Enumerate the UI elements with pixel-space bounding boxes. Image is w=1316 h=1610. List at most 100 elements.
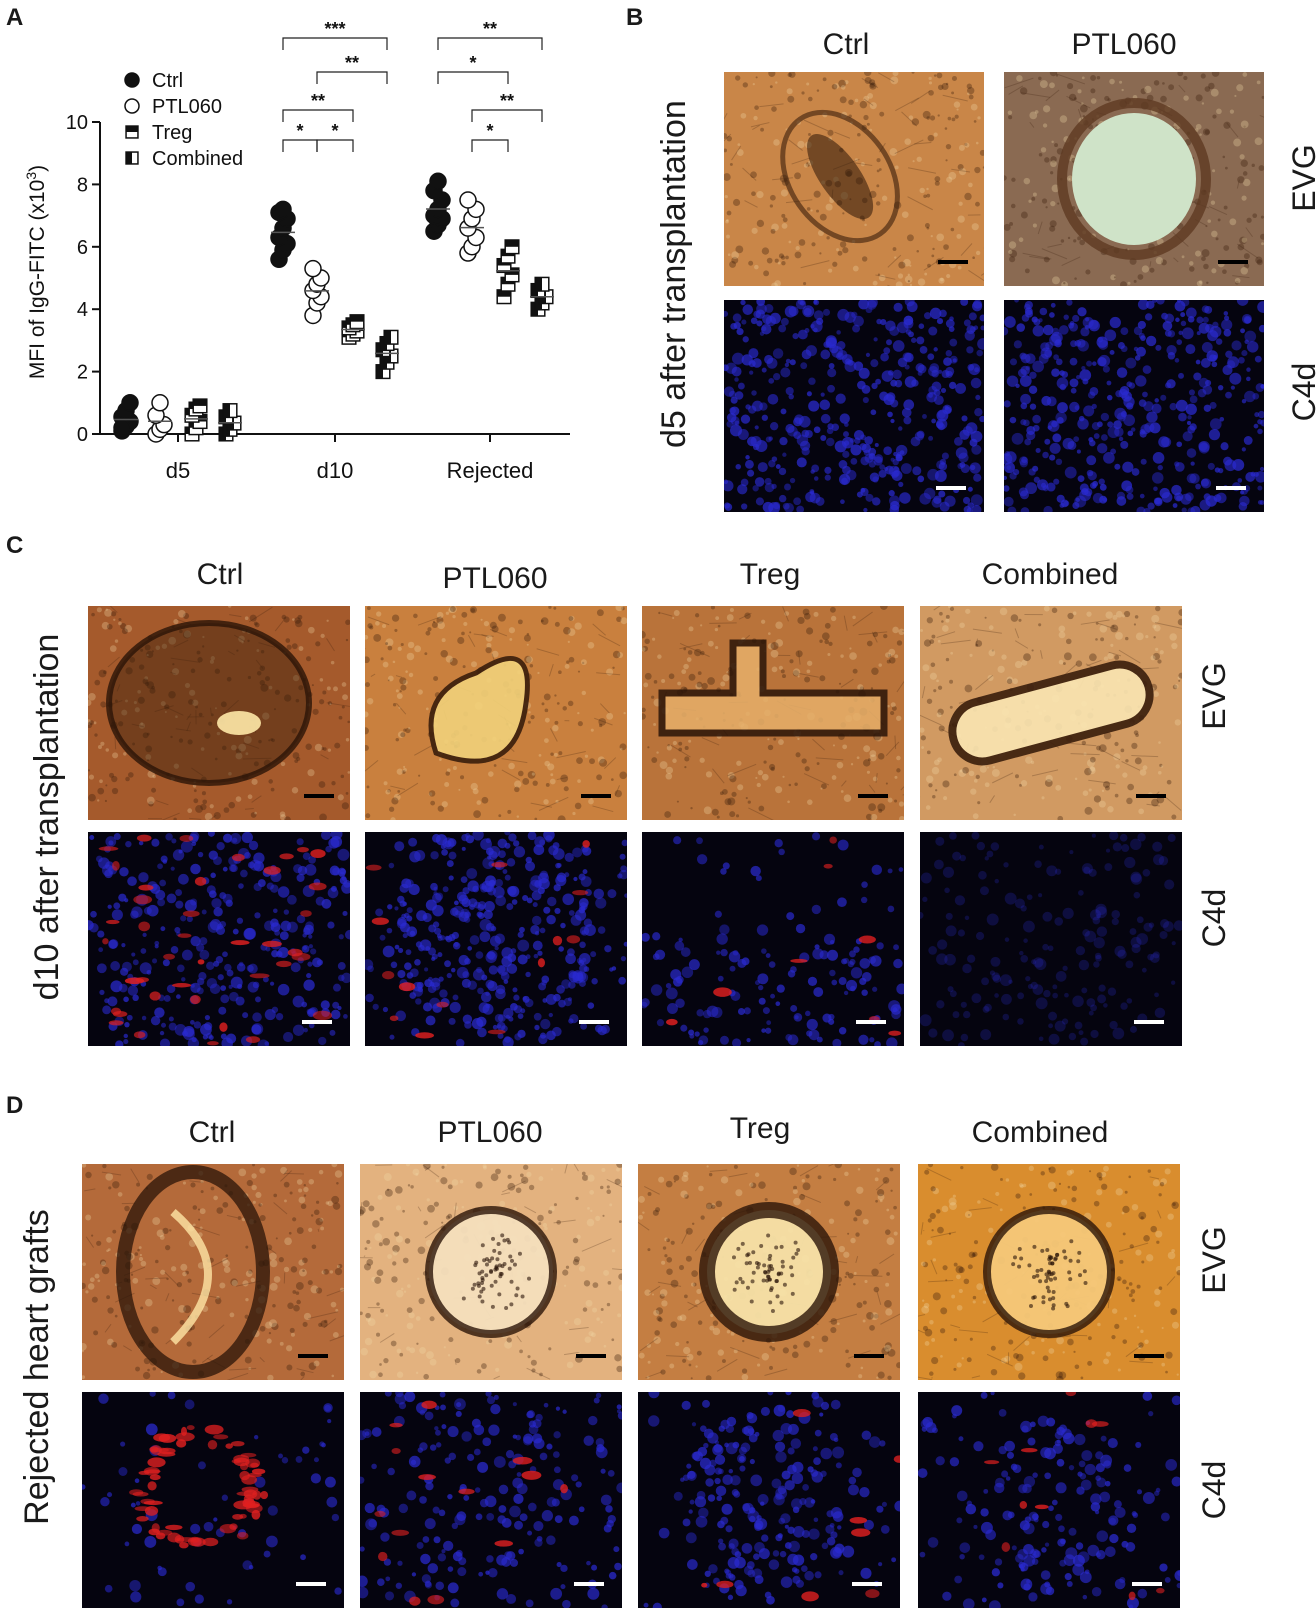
micrograph-b-c4d-ptl060 xyxy=(1004,300,1264,512)
panel-d-row-c4d: C4d xyxy=(1196,1460,1232,1520)
micrograph-d-evg-ctrl xyxy=(82,1164,344,1380)
scale-bar xyxy=(1134,1354,1164,1358)
significance-label: * xyxy=(486,121,493,141)
micrograph-d-evg-ptl060 xyxy=(360,1164,622,1380)
x-tick-label: d10 xyxy=(317,458,354,483)
scale-bar xyxy=(298,1354,328,1358)
micrograph-d-c4d-treg xyxy=(638,1392,900,1608)
significance-bracket: ** xyxy=(282,91,354,122)
panel-c-col-ptl060: PTL060 xyxy=(442,562,548,595)
y-tick-label: 2 xyxy=(77,362,88,384)
panel-c-row-evg: EVG xyxy=(1196,662,1232,730)
micrograph-c-c4d-ptl060 xyxy=(365,832,627,1046)
micrograph-c-c4d-combined xyxy=(920,832,1182,1046)
y-tick-label: 8 xyxy=(77,174,88,196)
scale-bar xyxy=(1134,1020,1164,1024)
data-point xyxy=(504,239,520,255)
scale-bar xyxy=(581,794,611,798)
panel-label-d: D xyxy=(6,1092,24,1119)
data-point xyxy=(113,419,131,437)
data-point xyxy=(383,329,399,345)
micrograph-d-c4d-ptl060 xyxy=(360,1392,622,1608)
significance-label: * xyxy=(469,53,476,73)
series-ctrl xyxy=(113,172,451,440)
micrograph-b-c4d-ctrl xyxy=(724,300,984,512)
micrograph-c-c4d-ctrl xyxy=(88,832,350,1046)
data-point xyxy=(222,403,238,419)
y-axis-label: MFI of IgG-FITC (x103) xyxy=(23,165,49,379)
panel-d-row-evg: EVG xyxy=(1196,1226,1232,1294)
panel-d-col-treg: Treg xyxy=(729,1112,791,1145)
data-point xyxy=(274,200,292,219)
y-tick-label: 0 xyxy=(77,424,88,446)
panel-b-row-c4d: C4d xyxy=(1286,362,1316,422)
panel-d-col-combined: Combined xyxy=(971,1116,1109,1149)
significance-bracket: * xyxy=(437,53,509,84)
significance-label: *** xyxy=(324,19,345,39)
scale-bar xyxy=(936,486,966,490)
scale-bar xyxy=(1136,794,1166,798)
scale-bar xyxy=(302,1020,332,1024)
legend: Ctrl PTL060 Treg Combined xyxy=(124,70,243,170)
panel-label-b: B xyxy=(626,4,644,31)
micrograph-b-evg-ptl060 xyxy=(1004,72,1264,286)
panel-d-side-label: Rejected heart grafts xyxy=(18,1209,56,1525)
data-point xyxy=(534,276,550,292)
significance-bracket: * xyxy=(282,121,318,152)
panel-b-side-label: d5 after transplantation xyxy=(655,100,693,448)
scale-bar xyxy=(579,1020,609,1024)
micrograph-c-c4d-treg xyxy=(642,832,904,1046)
scale-bar xyxy=(576,1354,606,1358)
scale-bar xyxy=(858,794,888,798)
panel-label-c: C xyxy=(6,532,24,559)
scale-bar xyxy=(574,1582,604,1586)
y-tick-label: 4 xyxy=(77,299,88,321)
significance-bracket: ** xyxy=(471,91,543,122)
data-point xyxy=(304,259,322,278)
scale-bar xyxy=(1132,1582,1162,1586)
micrograph-c-evg-treg xyxy=(642,606,904,820)
panel-d-col-ctrl: Ctrl xyxy=(188,1116,236,1149)
micrograph-c-evg-combined xyxy=(920,606,1182,820)
panel-c-side-label: d10 after transplantation xyxy=(28,633,66,1001)
significance-label: ** xyxy=(483,19,497,39)
significance-label: * xyxy=(331,121,338,141)
data-point xyxy=(125,151,139,165)
legend-entry: Treg xyxy=(152,122,192,144)
scale-bar xyxy=(296,1582,326,1586)
micrograph-c-evg-ptl060 xyxy=(365,606,627,820)
significance-label: ** xyxy=(500,91,514,111)
scale-bar xyxy=(304,794,334,798)
scale-bar xyxy=(1218,260,1248,264)
significance-label: * xyxy=(296,121,303,141)
data-point xyxy=(125,125,139,139)
panel-b-col-ctrl: Ctrl xyxy=(822,28,870,61)
significance-bracket: ** xyxy=(316,53,388,84)
micrograph-c-evg-ctrl xyxy=(88,606,350,820)
panel-c-col-treg: Treg xyxy=(739,558,801,591)
y-tick-label: 10 xyxy=(66,112,88,134)
micrograph-b-evg-ctrl xyxy=(724,72,984,286)
data-point xyxy=(151,394,169,412)
series-combined xyxy=(218,276,554,442)
series-ptl060 xyxy=(147,191,485,443)
panel-b-col-ptl060: PTL060 xyxy=(1071,28,1177,61)
micrograph-d-evg-combined xyxy=(918,1164,1180,1380)
panel-c-col-ctrl: Ctrl xyxy=(196,558,244,591)
legend-entry: Ctrl xyxy=(152,70,183,92)
significance-label: ** xyxy=(345,53,359,73)
panel-c-col-combined: Combined xyxy=(981,558,1119,591)
significance-bracket: * xyxy=(316,121,354,152)
data-point xyxy=(459,191,477,209)
scale-bar xyxy=(856,1020,886,1024)
panel-c-row-c4d: C4d xyxy=(1196,888,1232,948)
scale-bar xyxy=(938,260,968,264)
scale-bar xyxy=(852,1582,882,1586)
scale-bar xyxy=(854,1354,884,1358)
panel-d-col-ptl060: PTL060 xyxy=(437,1116,543,1149)
y-tick-label: 6 xyxy=(77,237,88,259)
scale-bar xyxy=(1216,486,1246,490)
legend-entry: Combined xyxy=(152,148,243,170)
significance-bracket: *** xyxy=(282,19,388,50)
data-point xyxy=(124,72,140,88)
